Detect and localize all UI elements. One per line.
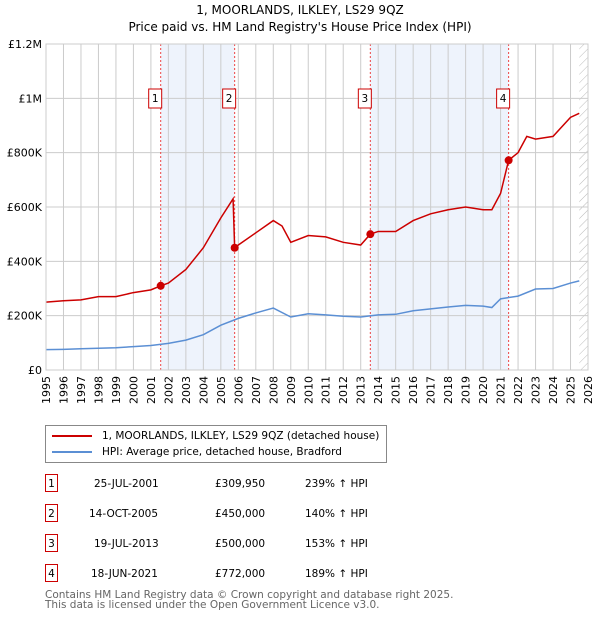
price-chart: 1, MOORLANDS, ILKLEY, LS29 9QZ Price pai…	[7, 3, 595, 404]
sale-marker-box	[496, 88, 511, 109]
plot-frame	[45, 43, 589, 371]
x-tick-label: 2025	[565, 376, 578, 404]
y-tick-label: £600K	[7, 201, 43, 214]
x-tick-label: 2021	[495, 376, 508, 404]
x-tick-label: 1998	[92, 376, 105, 404]
x-tick-label: 2018	[442, 376, 455, 404]
x-tick-label: 2008	[267, 376, 280, 404]
sale-price: £772,000	[215, 568, 266, 580]
x-tick-label: 2024	[547, 376, 560, 404]
x-tick-label: 2022	[512, 376, 525, 404]
legend-swatch-property	[52, 435, 92, 437]
y-tick-label: £1M	[19, 92, 43, 105]
x-tick-label: 2002	[162, 376, 175, 404]
x-tick-label: 2014	[372, 376, 385, 404]
sale-date: 19-JUL-2013	[94, 538, 159, 550]
y-tick-label: £200K	[7, 310, 43, 323]
x-tick-label: 2020	[477, 376, 490, 404]
sale-date: 25-JUL-2001	[94, 478, 159, 490]
sale-marker-box	[222, 88, 237, 109]
y-tick-label: £800K	[7, 147, 43, 160]
x-tick-label: 2019	[460, 376, 473, 404]
sale-row: 2 14-OCT-2005 £450,000 140% ↑ HPI	[45, 504, 405, 524]
sale-marker-label: 2	[226, 93, 233, 105]
y-tick-label: £1.2M	[8, 38, 42, 51]
chart-subtitle: Price paid vs. HM Land Registry's House …	[128, 20, 471, 34]
sale-hpi-change: 239% ↑ HPI	[305, 478, 368, 490]
x-tick-label: 1997	[75, 376, 88, 404]
x-tick-label: 2013	[355, 376, 368, 404]
sale-badge: 4	[45, 564, 58, 582]
chart-legend: 1, MOORLANDS, ILKLEY, LS29 9QZ (detached…	[45, 425, 387, 463]
chart-title: 1, MOORLANDS, ILKLEY, LS29 9QZ	[196, 3, 404, 17]
x-tick-label: 2004	[197, 376, 210, 404]
legend-label-property: 1, MOORLANDS, ILKLEY, LS29 9QZ (detached…	[102, 430, 380, 442]
footer: Contains HM Land Registry data © Crown c…	[45, 589, 454, 611]
hpi-line	[45, 280, 580, 351]
sale-point	[230, 243, 239, 252]
footer-line-1: Contains HM Land Registry data © Crown c…	[45, 589, 454, 601]
x-tick-label: 2000	[127, 376, 140, 404]
y-tick-label: £400K	[7, 255, 43, 268]
x-tick-label: 1999	[110, 376, 123, 404]
sale-price: £450,000	[215, 508, 266, 520]
sale-row: 3 19-JUL-2013 £500,000 153% ↑ HPI	[45, 534, 405, 554]
x-tick-label: 2011	[320, 376, 333, 404]
x-tick-label: 2010	[302, 376, 315, 404]
sale-date: 14-OCT-2005	[89, 508, 158, 520]
sale-hpi-change: 140% ↑ HPI	[305, 508, 368, 520]
x-tick-label: 2023	[530, 376, 543, 404]
sale-marker-label: 4	[500, 93, 507, 105]
property-price-line	[45, 112, 580, 303]
legend-swatch-hpi	[52, 451, 92, 453]
x-tick-label: 2001	[145, 376, 158, 404]
sale-price: £309,950	[215, 478, 266, 490]
x-tick-label: 1996	[57, 376, 70, 404]
x-tick-label: 2007	[250, 376, 263, 404]
sale-point	[366, 230, 375, 239]
x-tick-label: 2026	[582, 376, 595, 404]
sale-marker-label: 3	[361, 93, 368, 105]
legend-label-hpi: HPI: Average price, detached house, Brad…	[102, 446, 342, 458]
sale-price: £500,000	[215, 538, 266, 550]
sale-point	[504, 156, 513, 165]
sale-hpi-change: 189% ↑ HPI	[305, 568, 368, 580]
sale-marker-box	[357, 88, 372, 109]
sale-badge: 2	[45, 504, 58, 522]
x-tick-label: 2012	[337, 376, 350, 404]
x-tick-label: 2015	[390, 376, 403, 404]
x-tick-label: 2003	[180, 376, 193, 404]
sale-marker-label: 1	[152, 93, 159, 105]
sale-hpi-change: 153% ↑ HPI	[305, 538, 368, 550]
sale-date: 18-JUN-2021	[91, 568, 158, 580]
sale-badge: 1	[45, 474, 58, 492]
sale-row: 4 18-JUN-2021 £772,000 189% ↑ HPI	[45, 564, 405, 584]
x-tick-label: 2009	[285, 376, 298, 404]
x-tick-label: 2016	[407, 376, 420, 404]
sale-row: 1 25-JUL-2001 £309,950 239% ↑ HPI	[45, 474, 405, 494]
x-tick-label: 2017	[425, 376, 438, 404]
y-tick-label: £0	[28, 364, 42, 377]
sale-point	[156, 281, 165, 290]
x-tick-label: 1995	[40, 376, 53, 404]
footer-line-2: This data is licensed under the Open Gov…	[45, 599, 380, 611]
x-tick-label: 2005	[215, 376, 228, 404]
sale-badge: 3	[45, 534, 58, 552]
sale-marker-box	[148, 88, 163, 109]
x-tick-label: 2006	[232, 376, 245, 404]
